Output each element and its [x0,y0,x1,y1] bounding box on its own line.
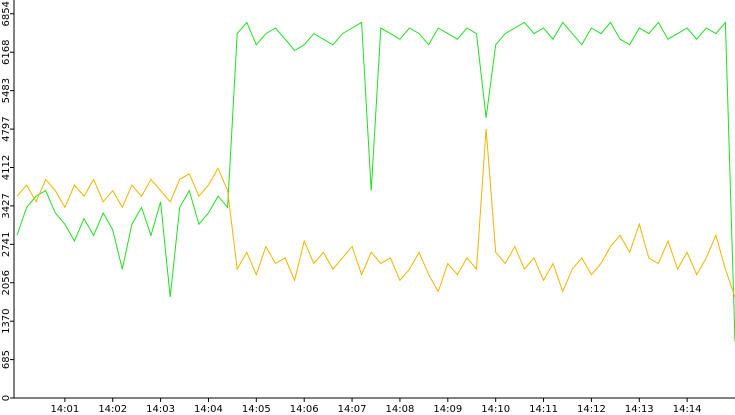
x-tick-label: 14:14 [673,404,702,415]
x-tick-label: 14:09 [433,404,462,415]
y-tick-label: 0 [1,395,12,401]
x-tick-label: 14:03 [146,404,175,415]
x-tick-label: 14:13 [625,404,654,415]
x-tick-label: 14:10 [481,404,510,415]
y-tick-label: 6168 [1,40,12,65]
y-tick-label: 2741 [1,232,12,257]
x-tick-label: 14:02 [98,404,127,415]
y-tick-label: 5483 [1,78,12,103]
y-tick-label: 685 [1,350,12,369]
x-tick-label: 14:01 [50,404,79,415]
x-tick-label: 14:05 [242,404,271,415]
y-tick-label: 4797 [1,116,12,141]
y-tick-label: 4112 [1,155,12,180]
y-tick-label: 2056 [1,270,12,295]
x-tick-label: 14:06 [290,404,319,415]
x-tick-label: 14:04 [194,404,223,415]
y-tick-label: 1370 [1,308,12,333]
x-tick-label: 14:08 [386,404,415,415]
x-tick-label: 14:12 [577,404,606,415]
series-line [16,21,735,342]
series-line [16,128,735,298]
x-tick-label: 14:07 [338,404,367,415]
y-tick-label: 3427 [1,193,12,218]
x-tick-label: 14:11 [529,404,558,415]
y-tick-label: 6854 [1,1,12,26]
